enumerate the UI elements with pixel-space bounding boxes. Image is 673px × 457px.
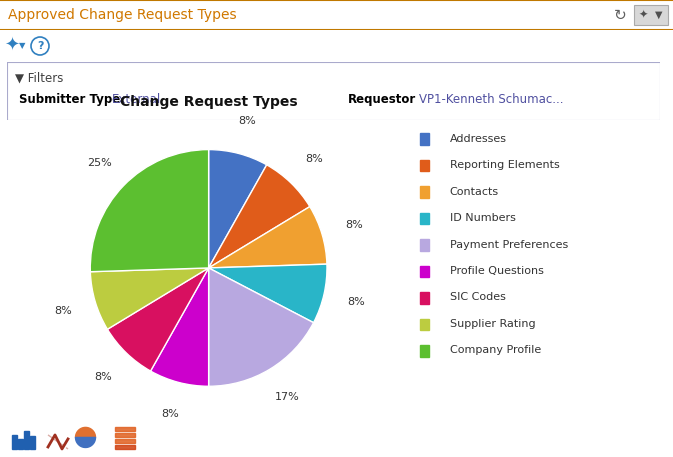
- Text: 25%: 25%: [87, 158, 112, 168]
- Wedge shape: [209, 268, 314, 386]
- Text: 8%: 8%: [55, 306, 72, 316]
- Bar: [115, 439, 135, 443]
- Bar: [420, 266, 429, 277]
- Bar: [420, 160, 429, 171]
- Bar: [420, 213, 429, 224]
- Text: 8%: 8%: [305, 154, 323, 164]
- Text: ▼: ▼: [656, 10, 663, 20]
- Bar: [420, 239, 429, 251]
- Text: SIC Codes: SIC Codes: [450, 292, 505, 303]
- Bar: [115, 427, 135, 431]
- Wedge shape: [209, 207, 327, 268]
- Wedge shape: [90, 268, 209, 329]
- Bar: [634, 5, 668, 25]
- Text: ▼: ▼: [19, 42, 26, 51]
- Text: Addresses: Addresses: [450, 133, 507, 143]
- Text: Submitter Type: Submitter Type: [19, 94, 120, 106]
- Wedge shape: [209, 149, 267, 268]
- Bar: [420, 186, 429, 198]
- Text: Contacts: Contacts: [450, 186, 499, 197]
- Text: External: External: [112, 94, 162, 106]
- Text: ID Numbers: ID Numbers: [450, 213, 516, 223]
- Text: 8%: 8%: [347, 297, 365, 307]
- Text: Company Profile: Company Profile: [450, 345, 541, 356]
- Text: Profile Questions: Profile Questions: [450, 266, 544, 276]
- Text: ✦: ✦: [5, 37, 20, 55]
- Bar: [420, 345, 429, 356]
- Wedge shape: [108, 268, 209, 371]
- Text: ▼ Filters: ▼ Filters: [15, 72, 63, 85]
- Text: 17%: 17%: [275, 393, 299, 403]
- Bar: [420, 133, 429, 145]
- Bar: [420, 319, 429, 330]
- Bar: [115, 433, 135, 437]
- Bar: [24, 431, 29, 449]
- Wedge shape: [209, 165, 310, 268]
- Text: 8%: 8%: [345, 220, 363, 230]
- Text: Approved Change Request Types: Approved Change Request Types: [8, 8, 237, 22]
- Text: Payment Preferences: Payment Preferences: [450, 239, 568, 250]
- Circle shape: [31, 37, 49, 55]
- Wedge shape: [151, 268, 209, 386]
- Bar: [12, 435, 17, 449]
- Wedge shape: [90, 149, 209, 272]
- Wedge shape: [209, 264, 327, 323]
- Bar: [115, 445, 135, 449]
- Text: ↻: ↻: [614, 7, 627, 22]
- Text: Supplier Rating: Supplier Rating: [450, 319, 535, 329]
- Text: VP1-Kenneth Schumac...: VP1-Kenneth Schumac...: [419, 94, 563, 106]
- Text: Reporting Elements: Reporting Elements: [450, 160, 559, 170]
- Title: Change Request Types: Change Request Types: [120, 95, 297, 109]
- Text: 8%: 8%: [94, 372, 112, 382]
- Text: ?: ?: [37, 41, 43, 51]
- Text: Requestor: Requestor: [348, 94, 417, 106]
- Bar: [30, 436, 35, 449]
- Text: 8%: 8%: [162, 409, 179, 420]
- Text: ✦: ✦: [638, 10, 647, 20]
- Bar: [18, 439, 23, 449]
- Bar: [420, 292, 429, 303]
- Text: 8%: 8%: [238, 117, 256, 127]
